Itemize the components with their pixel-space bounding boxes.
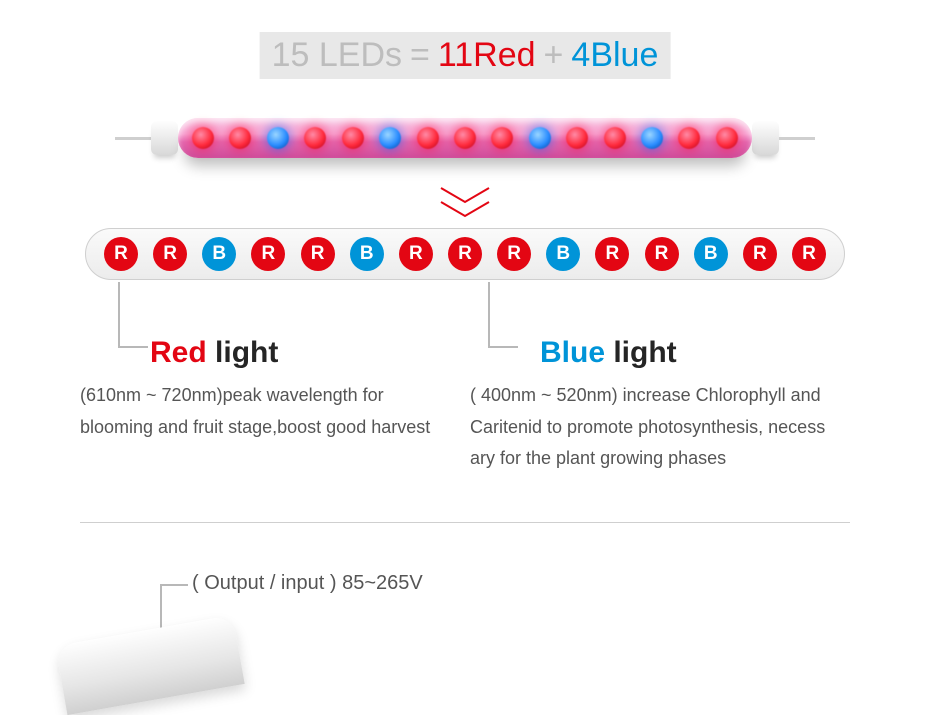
led-dot-blue: [529, 127, 551, 149]
led-tube: [178, 118, 752, 158]
schematic-chip-red: R: [497, 237, 531, 271]
led-tube-illustration: [115, 118, 815, 158]
title-plus: +: [544, 36, 564, 75]
schematic-chip-blue: B: [350, 237, 384, 271]
led-dot-red: [229, 127, 251, 149]
schematic-chip-red: R: [645, 237, 679, 271]
tube-corner-illustration: [55, 615, 244, 715]
schematic-chip-red: R: [301, 237, 335, 271]
title-led-count: 15 LEDs: [272, 36, 402, 75]
wire-right: [779, 137, 815, 140]
endcap-right: [752, 121, 779, 155]
section-divider: [80, 522, 850, 523]
led-dot-blue: [379, 127, 401, 149]
title-red-count: 11Red: [438, 36, 536, 75]
schematic-chip-red: R: [743, 237, 777, 271]
led-dot-red: [491, 127, 513, 149]
schematic-chip-red: R: [595, 237, 629, 271]
led-dot-red: [342, 127, 364, 149]
led-dot-red: [417, 127, 439, 149]
schematic-chip-red: R: [104, 237, 138, 271]
schematic-chip-red: R: [448, 237, 482, 271]
blue-light-heading-rest: light: [605, 336, 677, 369]
blue-light-block: Blue light ( 400nm ~ 520nm) increase Chl…: [470, 336, 840, 475]
chevron-down-icon: [435, 186, 495, 227]
led-schematic-row: RRBRRBRRRBRRBRR: [85, 228, 845, 280]
schematic-chip-red: R: [792, 237, 826, 271]
led-dot-blue: [641, 127, 663, 149]
schematic-chip-blue: B: [546, 237, 580, 271]
led-dot-red: [604, 127, 626, 149]
led-dot-red: [716, 127, 738, 149]
led-dot-red: [192, 127, 214, 149]
endcap-left: [151, 121, 178, 155]
red-light-heading-colored: Red: [150, 336, 207, 369]
blue-light-body: ( 400nm ~ 520nm) increase Chlorophyll an…: [470, 380, 840, 475]
schematic-chip-blue: B: [694, 237, 728, 271]
led-dot-red: [454, 127, 476, 149]
led-dot-red: [678, 127, 700, 149]
red-light-body: (610nm ~ 720nm)peak wavelength for bloom…: [80, 380, 450, 443]
schematic-chip-blue: B: [202, 237, 236, 271]
title-blue-count: 4Blue: [571, 36, 658, 75]
wire-left: [115, 137, 151, 140]
red-light-heading: Red light: [150, 336, 450, 370]
blue-light-heading: Blue light: [540, 336, 840, 370]
led-dot-red: [566, 127, 588, 149]
led-dot-red: [304, 127, 326, 149]
voltage-spec: ( Output / input ) 85~265V: [192, 572, 423, 595]
red-light-block: Red light (610nm ~ 720nm)peak wavelength…: [80, 336, 450, 443]
red-light-heading-rest: light: [207, 336, 279, 369]
title-bar: 15 LEDs = 11Red + 4Blue: [260, 32, 671, 79]
schematic-chip-red: R: [399, 237, 433, 271]
title-equals: =: [410, 36, 430, 75]
led-dot-blue: [267, 127, 289, 149]
schematic-chip-red: R: [153, 237, 187, 271]
schematic-chip-red: R: [251, 237, 285, 271]
blue-light-heading-colored: Blue: [540, 336, 605, 369]
